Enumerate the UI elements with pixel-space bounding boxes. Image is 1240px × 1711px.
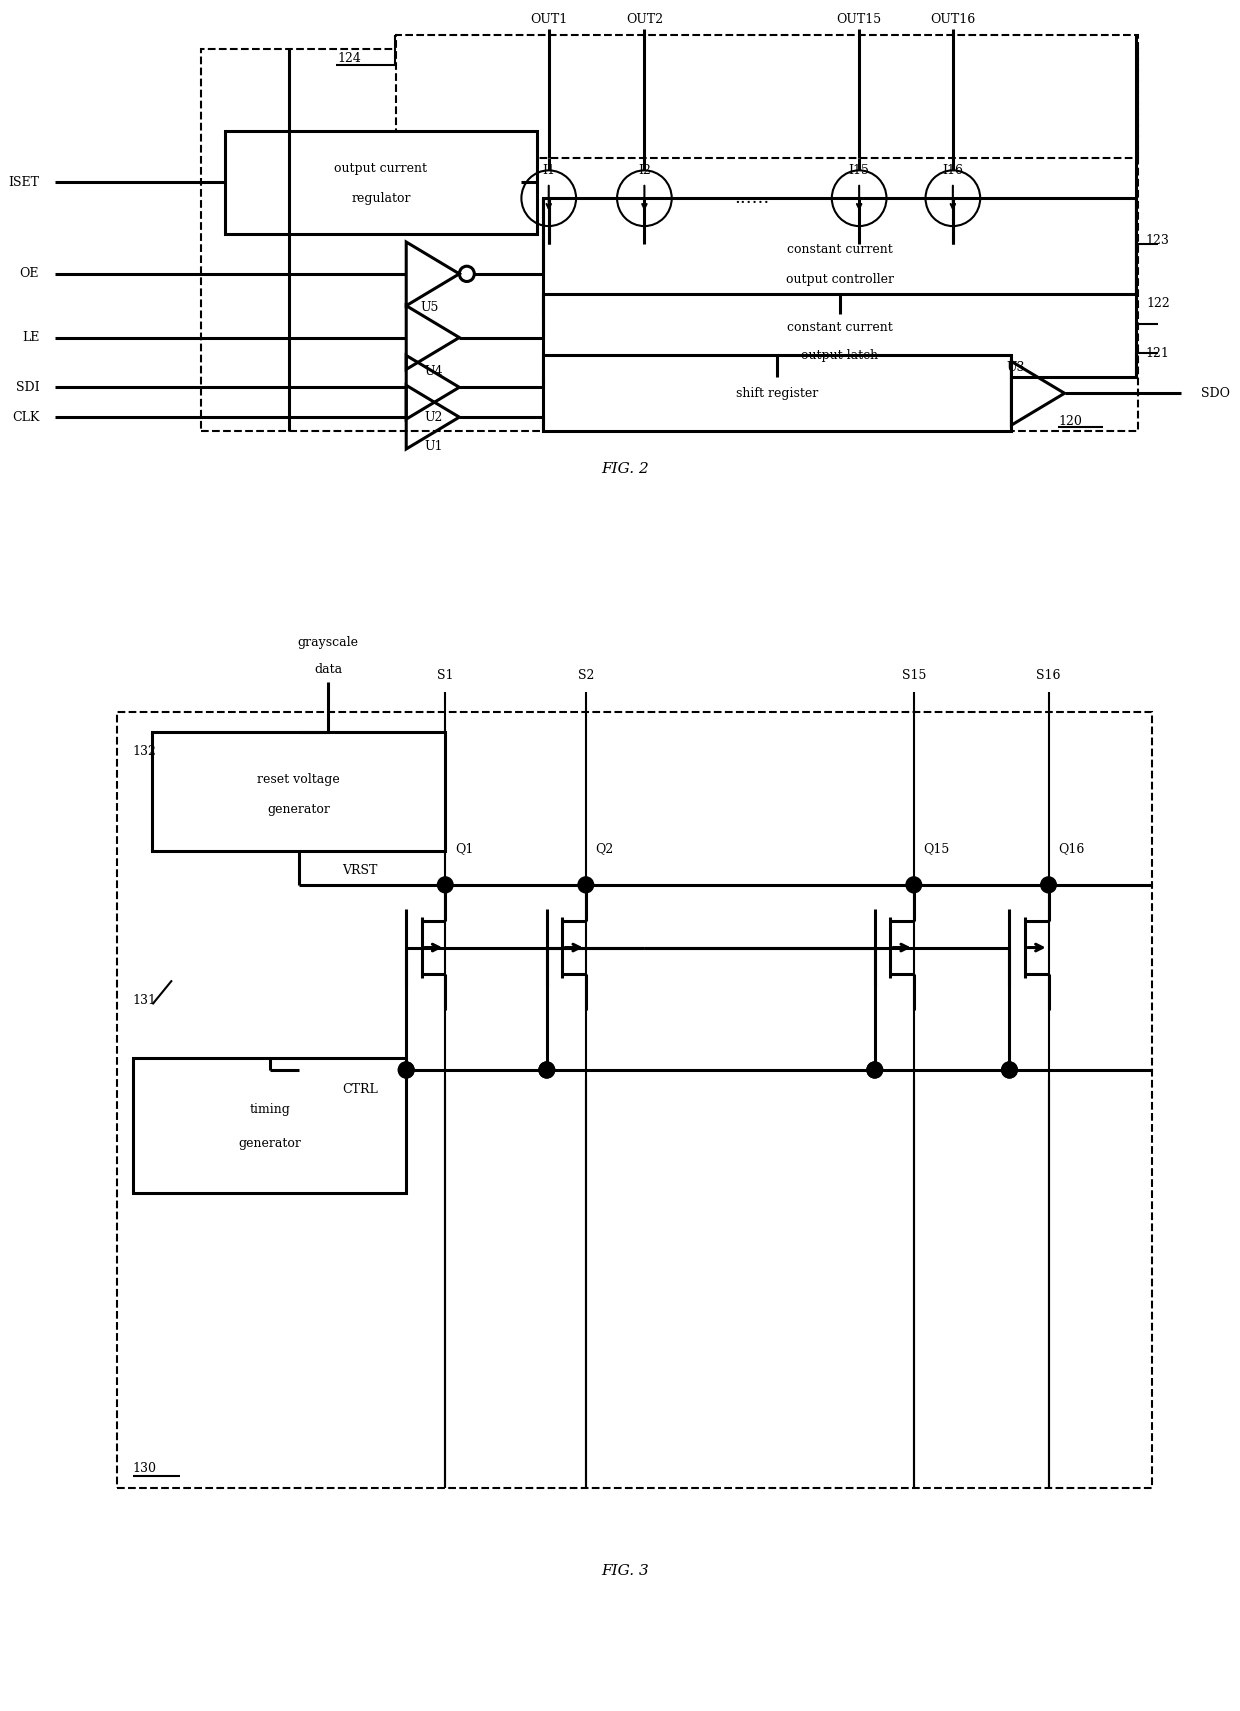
Circle shape (578, 878, 594, 893)
Text: 132: 132 (133, 744, 156, 758)
Text: I1: I1 (542, 164, 556, 176)
Text: generator: generator (268, 802, 330, 816)
Text: U3: U3 (1006, 361, 1024, 375)
Text: VRST: VRST (342, 864, 377, 878)
Text: ......: ...... (734, 190, 769, 207)
Circle shape (1002, 1063, 1017, 1078)
Text: Q2: Q2 (595, 842, 614, 856)
Circle shape (1040, 878, 1056, 893)
Bar (224, 130, 537, 234)
Text: SDI: SDI (16, 382, 40, 394)
Text: output current: output current (335, 163, 428, 175)
Text: S2: S2 (578, 669, 594, 683)
Text: Q1: Q1 (455, 842, 474, 856)
Text: I15: I15 (848, 164, 869, 176)
Text: U4: U4 (424, 364, 443, 378)
Bar (201, 50, 1138, 431)
Text: 120: 120 (1058, 414, 1083, 428)
Circle shape (398, 1063, 414, 1078)
Text: 123: 123 (1146, 233, 1169, 246)
Text: timing: timing (249, 1104, 290, 1116)
Bar (397, 34, 1138, 159)
Text: OUT16: OUT16 (930, 12, 976, 26)
Text: constant current: constant current (786, 243, 893, 257)
Bar (543, 294, 1136, 378)
Text: CLK: CLK (12, 411, 40, 424)
Text: OE: OE (20, 267, 40, 281)
Circle shape (398, 1063, 414, 1078)
Text: 124: 124 (337, 53, 362, 65)
Bar (543, 356, 1012, 431)
Text: 121: 121 (1146, 347, 1169, 359)
Text: ISET: ISET (9, 176, 40, 188)
Text: OUT2: OUT2 (626, 12, 663, 26)
Circle shape (867, 1063, 883, 1078)
Text: reset voltage: reset voltage (258, 773, 340, 785)
Bar (153, 732, 445, 850)
Text: S16: S16 (1037, 669, 1060, 683)
Circle shape (867, 1063, 883, 1078)
Circle shape (1002, 1063, 1017, 1078)
Text: SDO: SDO (1200, 387, 1230, 400)
Text: data: data (314, 664, 342, 676)
Text: I16: I16 (942, 164, 963, 176)
Circle shape (539, 1063, 554, 1078)
Text: S15: S15 (901, 669, 926, 683)
Text: constant current: constant current (786, 322, 893, 334)
Text: U1: U1 (424, 440, 443, 453)
Circle shape (438, 878, 453, 893)
Circle shape (539, 1063, 554, 1078)
Bar (133, 1057, 407, 1193)
Bar (543, 198, 1136, 313)
Text: FIG. 2: FIG. 2 (601, 462, 649, 476)
Text: U2: U2 (424, 411, 443, 424)
Bar (118, 712, 1152, 1489)
Text: shift register: shift register (737, 387, 818, 400)
Text: generator: generator (238, 1138, 301, 1150)
Text: I2: I2 (637, 164, 651, 176)
Text: CTRL: CTRL (342, 1083, 377, 1097)
Text: 130: 130 (133, 1461, 157, 1475)
Text: output latch: output latch (801, 349, 878, 363)
Text: Q15: Q15 (924, 842, 950, 856)
Text: regulator: regulator (351, 192, 410, 205)
Text: 131: 131 (133, 994, 157, 1006)
Text: OUT1: OUT1 (531, 12, 568, 26)
Text: output controller: output controller (786, 274, 894, 286)
Text: U5: U5 (420, 301, 439, 315)
Text: 122: 122 (1146, 298, 1169, 310)
Text: Q16: Q16 (1058, 842, 1085, 856)
Text: FIG. 3: FIG. 3 (601, 1564, 649, 1579)
Text: LE: LE (22, 330, 40, 344)
Text: S1: S1 (436, 669, 454, 683)
Text: grayscale: grayscale (298, 635, 358, 648)
Circle shape (906, 878, 921, 893)
Text: OUT15: OUT15 (837, 12, 882, 26)
